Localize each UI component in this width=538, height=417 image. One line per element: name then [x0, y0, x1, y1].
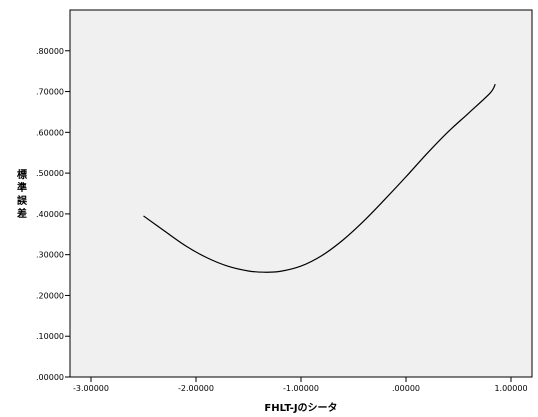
y-tick-label: .40000: [36, 210, 64, 219]
x-tick-label: 1.00000: [494, 384, 527, 393]
y-tick-label: .50000: [36, 169, 64, 178]
y-tick-label: .70000: [36, 88, 64, 97]
y-tick-label: .80000: [36, 47, 64, 56]
series-line: [143, 83, 496, 273]
x-tick-label: -1.00000: [283, 384, 319, 393]
x-tick-label: -2.00000: [178, 384, 214, 393]
y-tick-label: .30000: [36, 251, 64, 260]
x-tick-label: .00000: [392, 384, 420, 393]
y-tick-label: .20000: [36, 291, 64, 300]
y-tick-label: .10000: [36, 332, 64, 341]
plot-area: [69, 9, 533, 378]
y-tick-label: .00000: [36, 373, 64, 382]
y-axis-title: 標準誤差: [17, 168, 28, 220]
x-axis-title: FHLT-Jのシータ: [264, 402, 337, 414]
y-axis-ticks: .00000 .10000 .20000 .30000 .40000 .50000 .600…: [36, 47, 70, 382]
x-axis-ticks: -3.00000 -2.00000 -1.00000 .00000 1.00000: [73, 377, 528, 393]
x-tick-label: -3.00000: [73, 384, 109, 393]
y-tick-label: .60000: [36, 128, 64, 137]
